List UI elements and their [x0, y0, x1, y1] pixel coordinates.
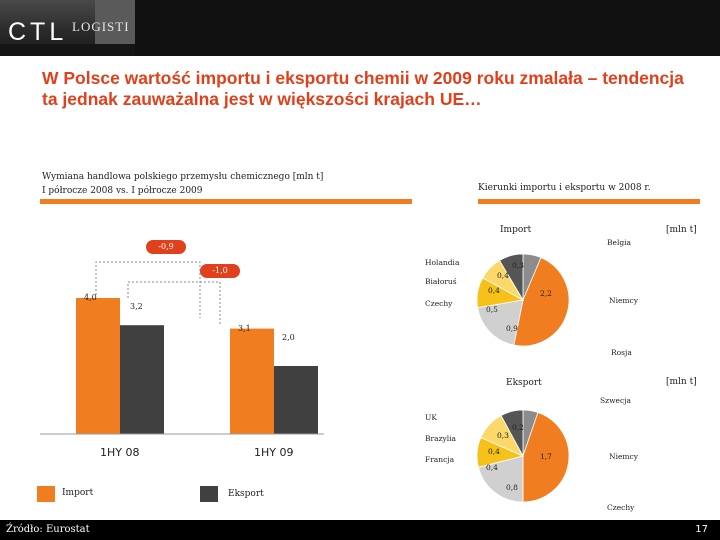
legend-import-swatch: [37, 486, 55, 502]
pie-export-label-szwecja: Szwecja: [600, 396, 631, 405]
pie-import-label-bialorus: Białoruś: [425, 277, 457, 286]
legend-import-label: Import: [62, 488, 94, 498]
legend-export-swatch: [200, 486, 218, 502]
import-pie-title: Import: [500, 225, 532, 235]
bar-import-1hy09: [230, 328, 274, 434]
left-chart-heading-line2: I półrocze 2008 vs. I półrocze 2009: [42, 186, 203, 196]
pie-import-label-czechy: Czechy: [425, 299, 453, 308]
pie-export-value-brazylia: 0,4: [488, 447, 500, 456]
right-heading-underline: [478, 199, 700, 204]
pie-import-value-holandia: 0,4: [497, 271, 509, 280]
page-number: 17: [695, 524, 708, 535]
bar-value-import-1hy09: 3,1: [238, 324, 251, 333]
right-panel-heading: Kierunki importu i eksportu w 2008 r.: [478, 183, 651, 193]
export-pie-title: Eksport: [506, 378, 542, 388]
import-pie-chart: [476, 253, 570, 503]
pie-import-label-rosja: Rosja: [611, 348, 632, 357]
company-logo: CTL LOGISTI: [0, 0, 135, 56]
bar-import-1hy08: [76, 298, 120, 434]
pie-import-value-belgia: 0,3: [512, 261, 524, 270]
pie-export-slice-niemcy: [522, 411, 570, 503]
bar-chart: [40, 261, 324, 435]
import-pie-unit: [mln t]: [666, 225, 697, 235]
pie-export-label-francja: Francja: [425, 455, 455, 464]
import-change-badge: -0,9: [146, 240, 186, 254]
bar-eksport-1hy09: [274, 366, 318, 434]
pie-import-value-czechy: 0,5: [486, 305, 498, 314]
x-tick-1hy08: 1HY 08: [100, 446, 140, 459]
footer-bar: [0, 520, 720, 540]
pie-import-slice-niemcy: [513, 257, 570, 347]
left-heading-underline: [40, 199, 412, 204]
left-chart-heading-line1: Wymiana handlowa polskiego przemysłu che…: [42, 172, 324, 182]
export-change-guide: [127, 281, 221, 324]
pie-export-slice-uk: [500, 409, 524, 457]
pie-export-label-czechy: Czechy: [607, 503, 635, 512]
bar-value-export-1hy08: 3,2: [130, 302, 143, 311]
legend-export-label: Eksport: [228, 489, 264, 499]
x-tick-1hy09: 1HY 09: [254, 446, 294, 459]
bar-value-export-1hy09: 2,0: [282, 333, 295, 342]
logo-main-text: CTL: [8, 18, 68, 46]
footer-source: Źródło: Eurostat: [6, 524, 90, 535]
pie-import-label-niemcy: Niemcy: [609, 296, 638, 305]
logo-sub-text: LOGISTI: [72, 19, 130, 34]
bar-value-import-1hy08: 4,0: [84, 293, 97, 302]
pie-import-value-niemcy: 2,2: [540, 289, 552, 298]
pie-export-value-szwecja: 0,2: [512, 423, 524, 432]
pie-export-label-brazylia: Brazylia: [425, 434, 457, 443]
pie-import-slice-holandia: [499, 253, 524, 302]
pie-export-value-czechy: 0,8: [506, 483, 518, 492]
pie-export-value-francja: 0,4: [486, 463, 498, 472]
logo-background-icon: [0, 0, 135, 56]
bar-eksport-1hy08: [120, 325, 164, 434]
pie-import-label-belgia: Belgia: [607, 238, 632, 247]
pie-import-value-bialorus: 0,4: [488, 286, 500, 295]
pie-export-label-niemcy: Niemcy: [609, 452, 638, 461]
pie-import-label-holandia: Holandia: [425, 258, 460, 267]
pie-import-slice-rosja: [477, 299, 524, 346]
page-title: W Polsce wartość importu i eksportu chem…: [42, 68, 684, 109]
export-pie-unit: [mln t]: [666, 377, 697, 387]
import-change-guide: [95, 261, 201, 318]
pie-export-value-niemcy: 1,7: [540, 452, 552, 461]
pie-export-slice-czechy: [477, 455, 524, 503]
pie-export-label-uk: UK: [425, 413, 437, 422]
pie-export-value-uk: 0,3: [497, 431, 509, 440]
pie-import-value-rosja: 0,9: [506, 324, 518, 333]
export-change-badge: -1,0: [200, 264, 240, 278]
